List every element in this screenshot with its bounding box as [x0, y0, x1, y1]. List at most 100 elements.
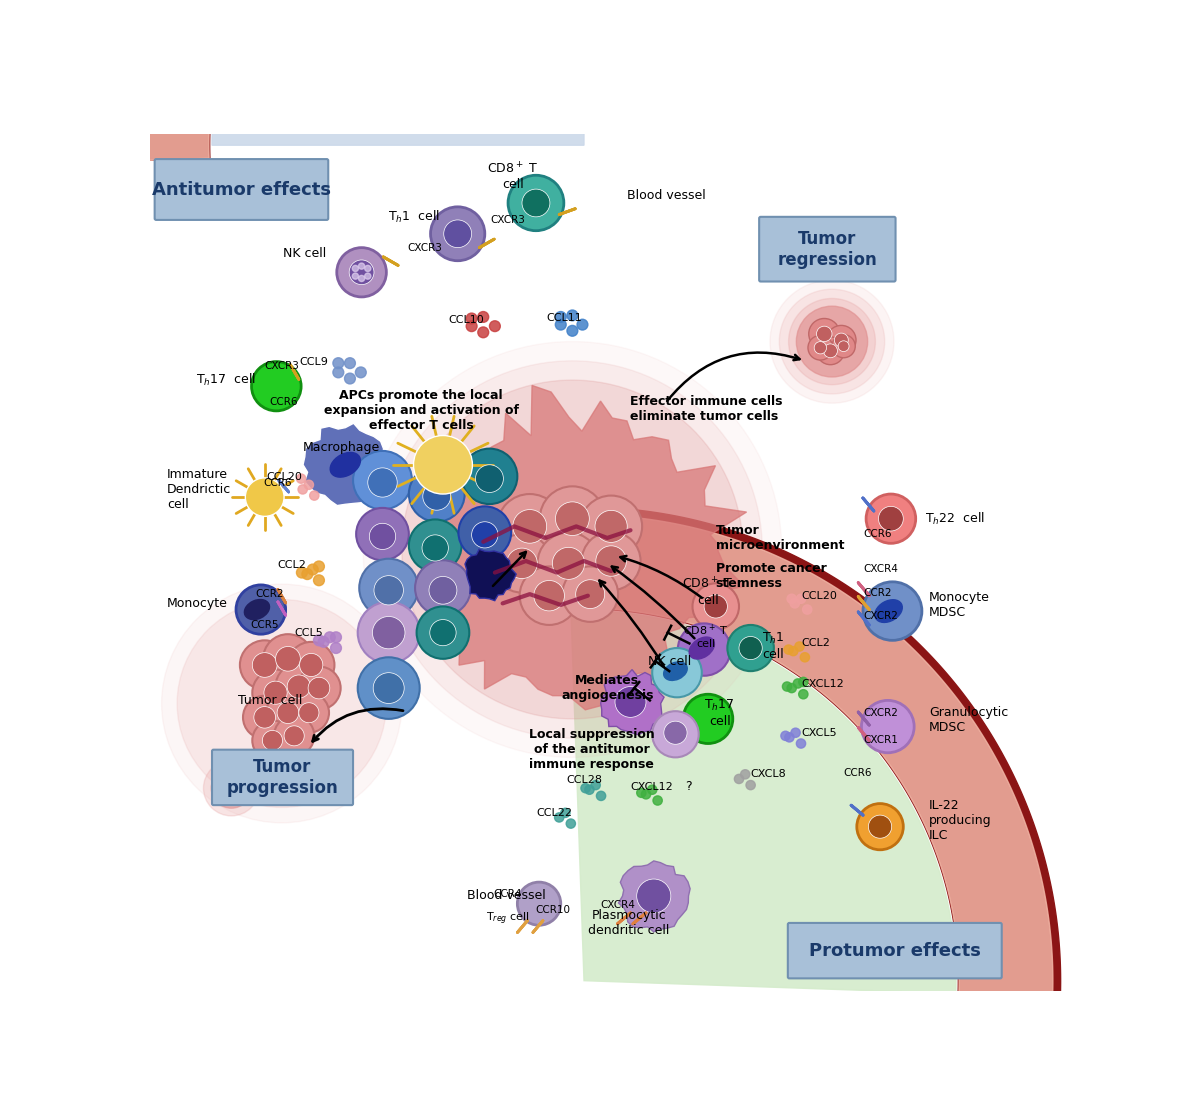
Circle shape — [653, 711, 698, 758]
Circle shape — [779, 290, 884, 394]
Circle shape — [704, 595, 727, 618]
Circle shape — [808, 335, 833, 360]
Circle shape — [254, 706, 276, 729]
Circle shape — [374, 576, 403, 605]
Circle shape — [522, 189, 550, 217]
Circle shape — [422, 535, 449, 561]
Text: Tumor cell: Tumor cell — [238, 694, 302, 707]
Text: NK cell: NK cell — [283, 246, 326, 260]
Circle shape — [566, 310, 578, 321]
Text: CCL2: CCL2 — [802, 638, 830, 648]
Circle shape — [310, 491, 319, 500]
Circle shape — [866, 494, 916, 544]
Polygon shape — [551, 515, 1052, 1013]
Circle shape — [552, 547, 584, 579]
Circle shape — [299, 703, 319, 723]
Circle shape — [313, 635, 324, 646]
Circle shape — [641, 790, 650, 799]
Polygon shape — [571, 612, 956, 994]
Circle shape — [490, 321, 500, 332]
Circle shape — [414, 436, 473, 494]
Circle shape — [692, 584, 739, 629]
Circle shape — [794, 642, 804, 651]
Circle shape — [596, 791, 606, 801]
Circle shape — [534, 580, 564, 610]
Circle shape — [787, 684, 797, 693]
Ellipse shape — [245, 599, 270, 619]
Circle shape — [355, 367, 366, 378]
Circle shape — [284, 726, 305, 746]
Circle shape — [337, 247, 386, 297]
Circle shape — [580, 496, 642, 557]
Circle shape — [308, 677, 330, 698]
Text: CCR6: CCR6 — [270, 397, 299, 407]
Text: Tumor
regression: Tumor regression — [778, 229, 877, 268]
Text: Monocyte: Monocyte — [167, 597, 228, 609]
Text: CCR5: CCR5 — [251, 619, 278, 629]
Text: CCL11: CCL11 — [547, 313, 582, 323]
Circle shape — [344, 373, 355, 384]
Text: CXCR4: CXCR4 — [601, 900, 636, 910]
Circle shape — [217, 775, 234, 792]
Circle shape — [793, 678, 803, 688]
Text: Plasmocytic
dendritic cell: Plasmocytic dendritic cell — [588, 909, 670, 937]
Circle shape — [576, 579, 605, 608]
Circle shape — [277, 702, 299, 723]
Text: CD8$^+$ T
cell: CD8$^+$ T cell — [683, 623, 728, 649]
Polygon shape — [212, 0, 584, 145]
Circle shape — [566, 325, 578, 336]
Circle shape — [797, 306, 868, 377]
Circle shape — [236, 585, 286, 634]
Circle shape — [554, 813, 564, 822]
Circle shape — [402, 380, 743, 719]
Text: CXCR1: CXCR1 — [863, 735, 898, 745]
Text: CCR4: CCR4 — [494, 889, 522, 899]
Circle shape — [276, 646, 300, 671]
Circle shape — [664, 721, 688, 744]
Circle shape — [458, 507, 511, 559]
Text: CCL22: CCL22 — [536, 808, 572, 818]
FancyBboxPatch shape — [212, 750, 353, 805]
Text: APCs promote the local
expansion and activation of
effector T cells: APCs promote the local expansion and act… — [324, 390, 518, 432]
Circle shape — [430, 576, 457, 604]
Circle shape — [823, 344, 838, 358]
Circle shape — [478, 312, 488, 322]
Circle shape — [298, 666, 341, 710]
Circle shape — [497, 494, 563, 559]
Circle shape — [344, 358, 355, 369]
Circle shape — [264, 681, 287, 704]
Polygon shape — [418, 385, 746, 710]
Text: CCR2: CCR2 — [256, 589, 284, 599]
Text: CCL28: CCL28 — [566, 775, 602, 785]
Circle shape — [781, 731, 790, 741]
Circle shape — [370, 524, 396, 549]
Circle shape — [383, 361, 762, 739]
Text: CCL2: CCL2 — [277, 560, 306, 570]
Circle shape — [364, 342, 781, 758]
Circle shape — [178, 599, 386, 808]
Text: CCL20: CCL20 — [266, 472, 302, 482]
Text: CCR6: CCR6 — [863, 529, 892, 539]
Circle shape — [330, 643, 342, 654]
Text: CXCR4: CXCR4 — [863, 565, 898, 575]
Circle shape — [252, 670, 299, 716]
Text: CD8$^+$ T
cell: CD8$^+$ T cell — [683, 577, 733, 607]
Circle shape — [648, 785, 656, 794]
Circle shape — [289, 693, 329, 733]
Circle shape — [577, 320, 588, 330]
Text: T$_{reg}$ cell: T$_{reg}$ cell — [486, 911, 530, 927]
Circle shape — [356, 508, 409, 560]
Ellipse shape — [330, 452, 360, 477]
Text: Blood vessel: Blood vessel — [467, 889, 546, 902]
Circle shape — [653, 795, 662, 805]
Text: CCR2: CCR2 — [863, 587, 892, 597]
Circle shape — [288, 642, 335, 688]
Circle shape — [330, 632, 342, 643]
Circle shape — [472, 521, 498, 548]
Text: Tumor
progression: Tumor progression — [227, 758, 338, 797]
Circle shape — [538, 532, 600, 594]
Circle shape — [263, 634, 313, 684]
Text: CXCL8: CXCL8 — [751, 770, 786, 780]
Circle shape — [358, 657, 420, 719]
Circle shape — [372, 616, 404, 648]
